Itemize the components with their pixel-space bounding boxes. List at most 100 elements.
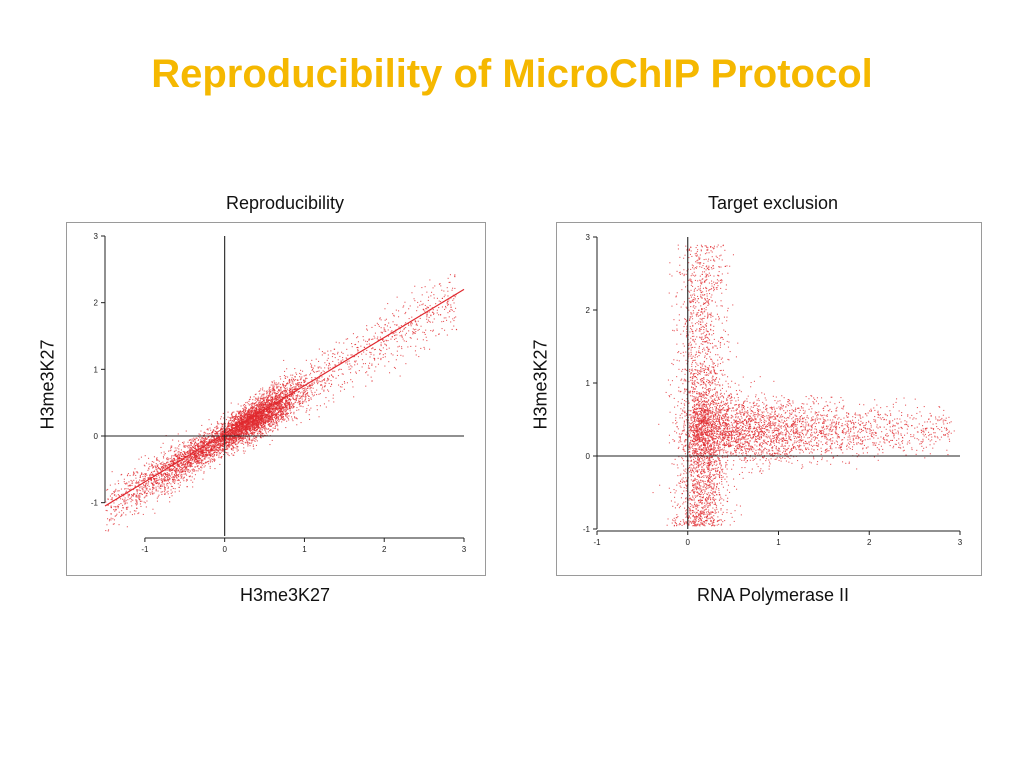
data-point (171, 495, 173, 497)
data-point (263, 394, 265, 396)
data-point (151, 479, 153, 481)
data-point (321, 354, 323, 356)
data-point (186, 474, 188, 476)
data-point (258, 422, 260, 424)
data-point (193, 461, 195, 463)
data-point (214, 448, 216, 450)
data-point (323, 403, 325, 405)
data-point (258, 415, 260, 417)
data-point (193, 470, 195, 472)
data-point (398, 345, 400, 347)
data-point (179, 484, 181, 486)
data-point (279, 403, 281, 405)
data-point (155, 468, 157, 470)
data-point (187, 452, 189, 454)
data-point (387, 329, 389, 331)
data-point (144, 465, 146, 467)
data-point (398, 326, 400, 328)
data-point (327, 367, 329, 369)
data-point (263, 420, 265, 422)
data-point (232, 441, 234, 443)
data-point (303, 375, 305, 377)
data-point (245, 433, 247, 435)
data-point (380, 344, 382, 346)
data-point (261, 397, 263, 399)
data-point (417, 329, 419, 331)
data-point (186, 467, 188, 469)
data-point (240, 425, 242, 427)
data-point (245, 419, 247, 421)
data-point (266, 401, 268, 403)
data-point (195, 451, 197, 453)
data-point (261, 409, 263, 411)
data-point (374, 332, 376, 334)
data-point (305, 388, 307, 390)
data-point (201, 454, 203, 456)
data-point (235, 440, 237, 442)
data-point (213, 460, 215, 462)
data-point (214, 453, 216, 455)
data-point (371, 364, 373, 366)
data-point (309, 384, 311, 386)
data-point (245, 423, 247, 425)
data-point (255, 437, 257, 439)
data-point (225, 443, 227, 445)
data-point (173, 463, 175, 465)
data-point (424, 304, 426, 306)
data-point (319, 374, 321, 376)
data-point (233, 429, 235, 431)
data-point (165, 480, 167, 482)
data-point (169, 475, 171, 477)
data-point (403, 328, 405, 330)
data-point (395, 359, 397, 361)
data-point (190, 464, 192, 466)
data-point (266, 420, 268, 422)
data-point (249, 403, 251, 405)
data-point (196, 445, 198, 447)
data-point (135, 495, 137, 497)
data-point (217, 443, 219, 445)
data-point (170, 445, 172, 447)
data-point (250, 407, 252, 409)
data-point (332, 376, 334, 378)
data-point (129, 485, 131, 487)
data-point (324, 378, 326, 380)
data-point (163, 467, 165, 469)
data-point (265, 428, 267, 430)
data-point (268, 415, 270, 417)
data-point (148, 490, 150, 492)
data-point (198, 453, 200, 455)
data-point (368, 365, 370, 367)
data-point (211, 461, 213, 463)
data-point (249, 425, 251, 427)
data-point (312, 368, 314, 370)
data-point (275, 413, 277, 415)
data-point (158, 460, 160, 462)
data-point (246, 421, 248, 423)
data-point (230, 433, 232, 435)
data-point (203, 439, 205, 441)
data-point (196, 455, 198, 457)
data-point (304, 388, 306, 390)
data-point (369, 338, 371, 340)
data-point (325, 382, 327, 384)
data-point (255, 423, 257, 425)
data-point (229, 419, 231, 421)
data-point (270, 397, 272, 399)
data-point (279, 405, 281, 407)
data-point (183, 480, 185, 482)
data-point (282, 411, 284, 413)
data-point (181, 465, 183, 467)
data-point (158, 487, 160, 489)
data-point (214, 459, 216, 461)
data-point (270, 425, 272, 427)
data-point (187, 471, 189, 473)
data-point (260, 422, 262, 424)
data-point (273, 413, 275, 415)
data-point (268, 417, 270, 419)
data-point (143, 497, 145, 499)
data-point (266, 392, 268, 394)
data-point (241, 420, 243, 422)
data-point (273, 391, 275, 393)
data-point (280, 388, 282, 390)
